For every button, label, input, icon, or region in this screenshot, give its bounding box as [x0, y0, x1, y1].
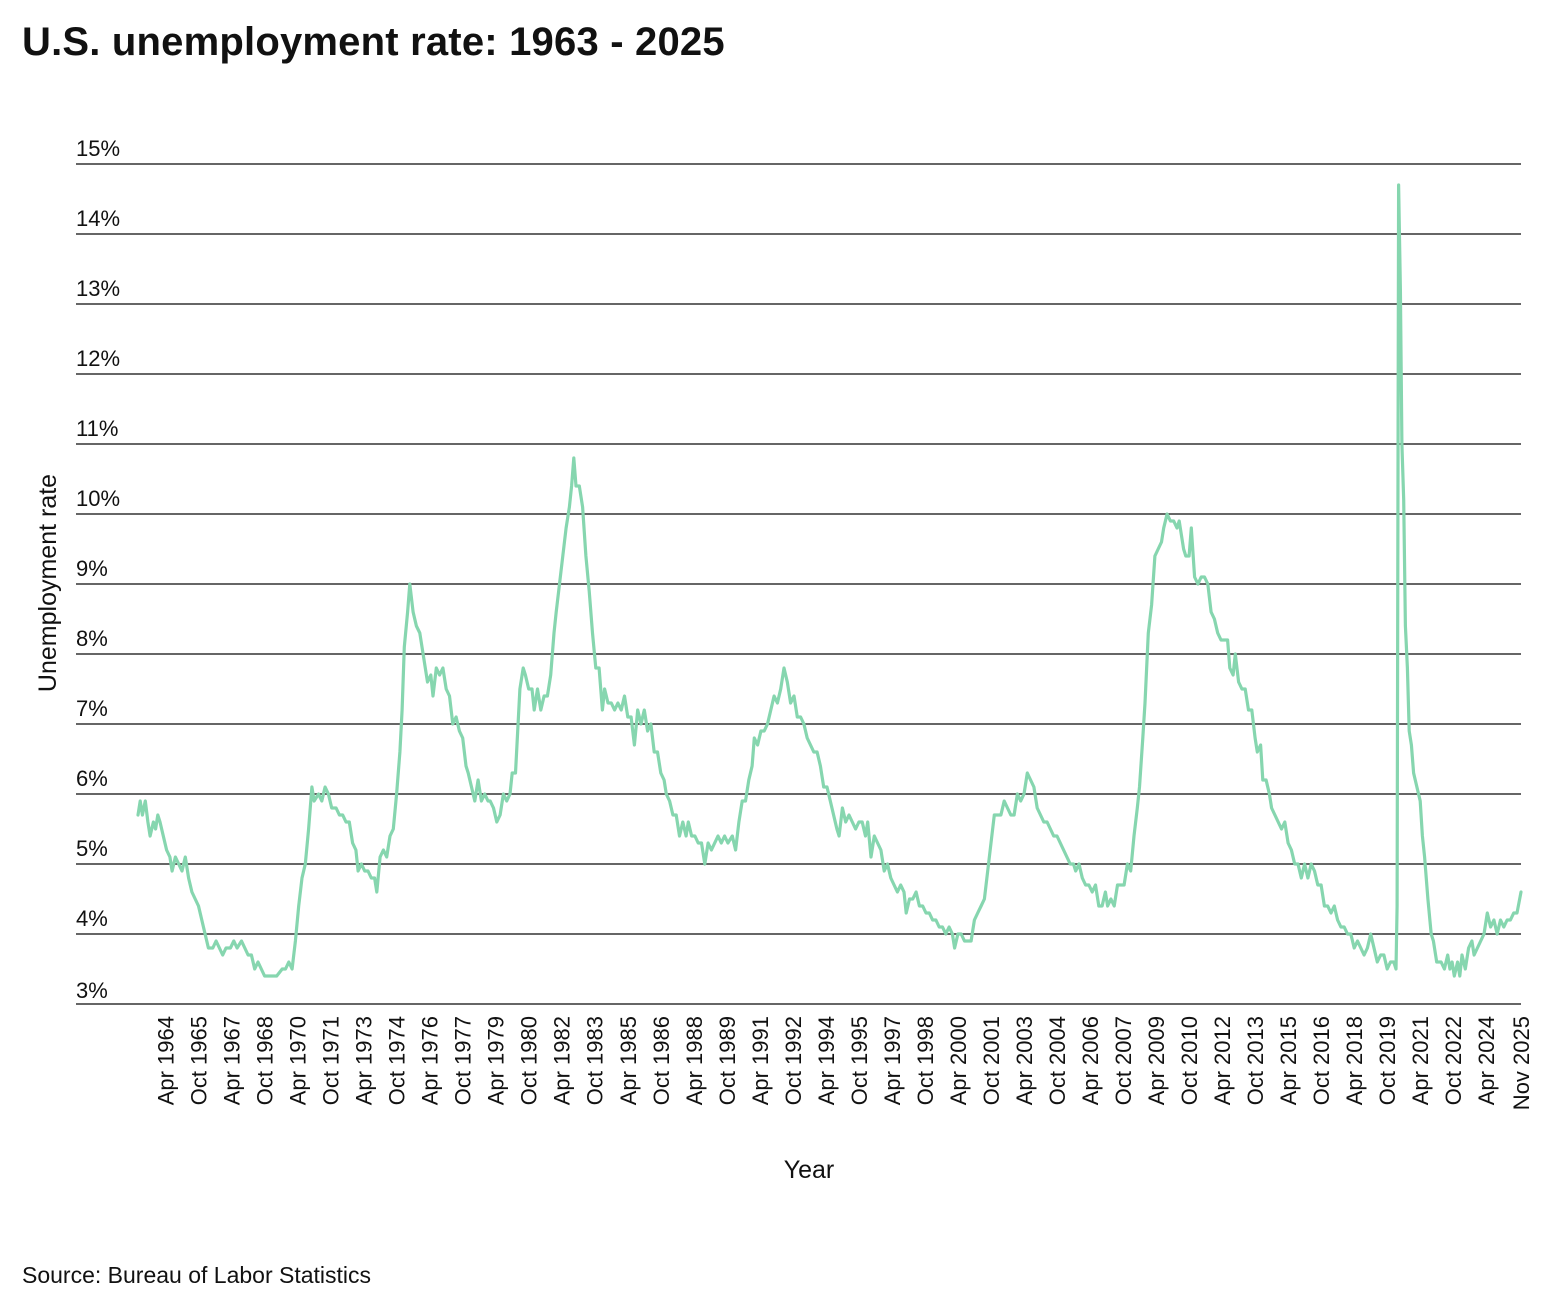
x-tick-label: Apr 2009	[1144, 1016, 1169, 1105]
y-tick-label: 6%	[76, 766, 108, 791]
x-tick-label: Oct 1998	[913, 1016, 938, 1105]
x-tick-label: Oct 2010	[1177, 1016, 1202, 1105]
source-note: Source: Bureau of Labor Statistics	[22, 1262, 372, 1288]
y-tick-label: 14%	[76, 206, 120, 231]
x-tick-label: Apr 1967	[220, 1016, 245, 1105]
y-axis-ticks: 3% 4% 5% 6% 7% 8% 9% 10% 11% 12% 13% 14% 15%	[76, 136, 120, 1003]
y-tick-label: 15%	[76, 136, 120, 161]
x-tick-label: Apr 1982	[550, 1016, 575, 1105]
x-tick-label: Oct 2022	[1441, 1016, 1466, 1105]
x-tick-label: Apr 1973	[352, 1016, 377, 1105]
x-tick-label: Oct 1971	[319, 1016, 344, 1105]
x-tick-label: Oct 1980	[517, 1016, 542, 1105]
x-tick-label: Oct 2007	[1111, 1016, 1136, 1105]
x-tick-label: Oct 2016	[1309, 1016, 1334, 1105]
y-tick-label: 4%	[76, 906, 108, 931]
x-tick-label: Apr 2015	[1276, 1016, 1301, 1105]
x-tick-label: Apr 2012	[1210, 1016, 1235, 1105]
x-tick-label: Apr 1976	[418, 1016, 443, 1105]
y-tick-label: 10%	[76, 486, 120, 511]
x-tick-label: Apr 1991	[748, 1016, 773, 1105]
x-tick-label: Oct 1974	[385, 1016, 410, 1105]
x-tick-label: Oct 1989	[715, 1016, 740, 1105]
x-tick-label: Oct 1995	[847, 1016, 872, 1105]
y-tick-label: 12%	[76, 346, 120, 371]
y-tick-label: 8%	[76, 626, 108, 651]
chart-title: U.S. unemployment rate: 1963 - 2025	[22, 20, 725, 64]
x-axis-ticks: Apr 1964 Oct 1965 Apr 1967 Oct 1968 Apr 1970…	[154, 1016, 1534, 1110]
x-tick-label: Apr 2018	[1342, 1016, 1367, 1105]
x-tick-label: Oct 1992	[781, 1016, 806, 1105]
gridlines	[76, 163, 1521, 1005]
x-tick-label: Oct 1968	[253, 1016, 278, 1105]
y-axis-title: Unemployment rate	[34, 474, 62, 692]
x-tick-label: Oct 1986	[649, 1016, 674, 1105]
x-tick-label: Apr 1997	[880, 1016, 905, 1105]
series-layer	[136, 183, 1523, 978]
y-tick-label: 9%	[76, 556, 108, 581]
x-tick-label: Apr 1970	[286, 1016, 311, 1105]
y-tick-label: 3%	[76, 978, 108, 1003]
x-tick-label: Apr 2000	[946, 1016, 971, 1105]
x-tick-label: Nov 2025	[1509, 1016, 1534, 1110]
line-chart: 3% 4% 5% 6% 7% 8% 9% 10% 11% 12% 13% 14% 15% Apr 196…	[34, 136, 1534, 1184]
x-tick-label: Oct 2013	[1243, 1016, 1268, 1105]
x-tick-label: Apr 1979	[484, 1016, 509, 1105]
y-tick-label: 11%	[76, 416, 118, 441]
series-line-unemployment-rate	[136, 183, 1523, 978]
y-tick-label: 5%	[76, 836, 108, 861]
x-axis-title: Year	[784, 1156, 835, 1184]
x-tick-label: Oct 1977	[451, 1016, 476, 1105]
x-tick-label: Oct 1965	[187, 1016, 212, 1105]
x-tick-label: Apr 2021	[1408, 1016, 1433, 1105]
x-tick-label: Apr 1994	[814, 1016, 839, 1105]
x-tick-label: Oct 2001	[979, 1016, 1004, 1105]
x-tick-label: Apr 2003	[1012, 1016, 1037, 1105]
x-tick-label: Apr 1988	[682, 1016, 707, 1105]
x-tick-label: Oct 1983	[583, 1016, 608, 1105]
y-tick-label: 7%	[76, 696, 108, 721]
x-tick-label: Oct 2019	[1375, 1016, 1400, 1105]
x-tick-label: Apr 1985	[616, 1016, 641, 1105]
x-tick-label: Apr 2006	[1078, 1016, 1103, 1105]
x-tick-label: Apr 2024	[1474, 1016, 1499, 1105]
y-tick-label: 13%	[76, 276, 120, 301]
x-tick-label: Apr 1964	[154, 1016, 179, 1105]
x-tick-label: Oct 2004	[1045, 1016, 1070, 1105]
